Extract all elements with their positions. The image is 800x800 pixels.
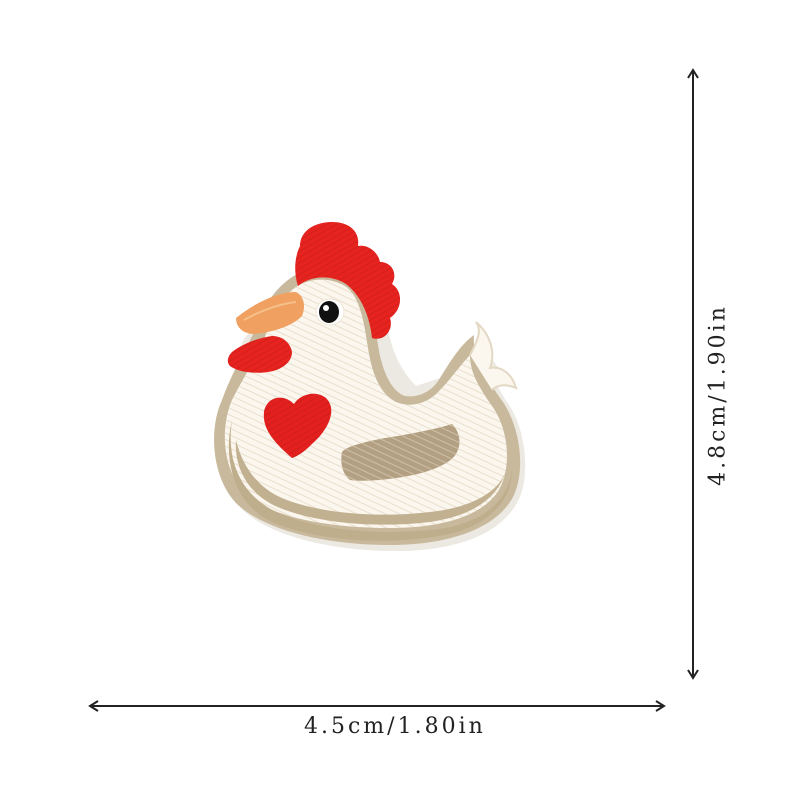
width-dimension-line	[88, 700, 666, 712]
eye	[319, 301, 339, 323]
width-label: 4.5cm/1.80in	[304, 714, 486, 739]
height-dimension-line	[687, 68, 699, 680]
tail-feathers	[469, 321, 518, 391]
eye-highlight	[323, 305, 329, 311]
height-label: 4.8cm/1.90in	[705, 304, 731, 486]
